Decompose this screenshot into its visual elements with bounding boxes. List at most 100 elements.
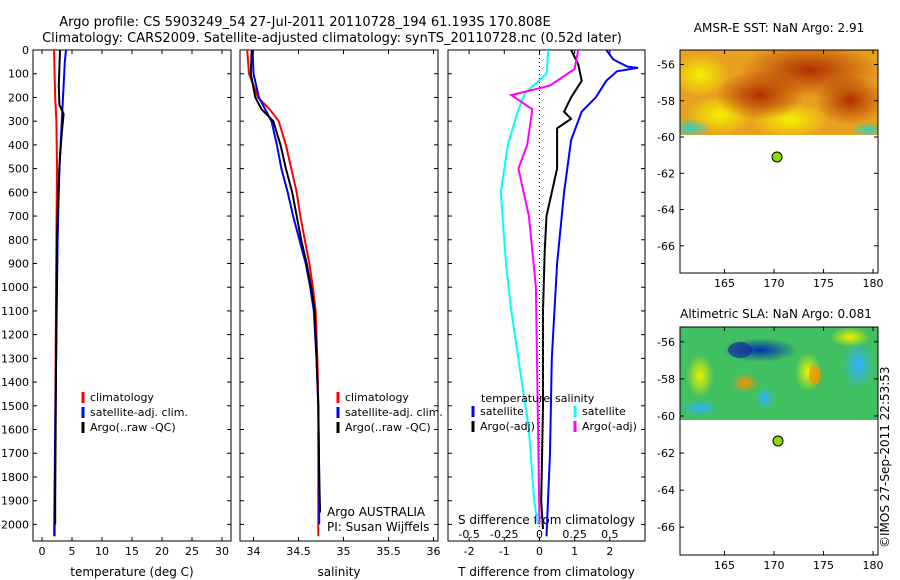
y-tick-label: 200: [8, 91, 29, 104]
legend-label: Argo(..raw -QC): [345, 421, 431, 434]
y-tick-label: 600: [8, 186, 29, 199]
x-axis-label: T difference from climatology: [457, 565, 635, 579]
sla-field: [680, 327, 878, 420]
map-y-tick-label: -56: [657, 59, 675, 72]
x2-tick-label: -0.25: [490, 528, 518, 541]
map-x-tick-label: 180: [863, 559, 884, 572]
legend-label: satellite-adj. clim.: [345, 406, 443, 419]
x-tick-label: 15: [125, 545, 139, 558]
map-y-tick-label: -66: [657, 240, 675, 253]
map-y-tick-label: -66: [657, 521, 675, 534]
y-tick-label: 700: [8, 210, 29, 223]
series-line-salinity-satellite: [499, 49, 550, 525]
x-tick-label: 35.5: [376, 545, 401, 558]
series-line-climatology: [246, 49, 320, 537]
x-axis-label: temperature (deg C): [70, 565, 193, 579]
x-tick-label: 25: [185, 545, 199, 558]
x-tick-label: 34.5: [286, 545, 311, 558]
series-line-argo-raw-qc-: [249, 49, 322, 513]
map-y-tick-label: -64: [657, 204, 675, 217]
x-tick-label: 2: [606, 545, 613, 558]
map-x-tick-label: 165: [714, 277, 735, 290]
series-line-argo-raw-qc-: [54, 49, 65, 525]
sla-map: Altimetric SLA: NaN Argo: 0.081 165 170 17…: [657, 307, 884, 572]
sst-map-title: AMSR-E SST: NaN Argo: 2.91: [694, 21, 864, 35]
x2-tick-label: 0.25: [562, 528, 587, 541]
y-tick-label: 900: [8, 257, 29, 270]
panel-annotation: PI: Susan Wijffels: [327, 520, 429, 534]
map-y-tick-label: -62: [657, 447, 675, 460]
x2-tick-label: 0.5: [601, 528, 619, 541]
legend-label: Argo(..raw -QC): [90, 421, 176, 434]
y-tick-label: 2000: [1, 518, 29, 531]
legend-heading: temperature: [481, 392, 550, 405]
legend-heading: salinity: [555, 392, 595, 405]
sst-field: [680, 50, 878, 135]
panel-annotation: Argo AUSTRALIA: [327, 505, 426, 519]
map-x-tick-label: 165: [714, 559, 735, 572]
sst-argo-marker: [771, 151, 783, 163]
map-y-tick-label: -56: [657, 336, 675, 349]
x-tick-label: 10: [95, 545, 109, 558]
x-tick-label: -2: [464, 545, 475, 558]
map-y-tick-label: -60: [657, 131, 675, 144]
y-tick-label: 1000: [1, 281, 29, 294]
series-line-temperature-argo-adj-: [540, 49, 583, 530]
map-x-tick-label: 180: [863, 277, 884, 290]
y-tick-label: 1500: [1, 400, 29, 413]
y-tick-label: 500: [8, 163, 29, 176]
sla-map-axes: 165 170 175 180 -56 -58 -60 -62 -64 -66: [657, 327, 884, 572]
map-x-tick-label: 175: [813, 559, 834, 572]
y-tick-label: 1200: [1, 329, 29, 342]
x-tick-label: 0: [536, 545, 543, 558]
sla-argo-marker: [772, 435, 784, 447]
y-tick-label: 1700: [1, 447, 29, 460]
figure-subtitle: Climatology: CARS2009. Satellite-adjuste…: [42, 31, 622, 46]
x-tick-label: 20: [155, 545, 169, 558]
x-tick-label: 0: [39, 545, 46, 558]
legend-label: Argo(-adj): [480, 420, 535, 433]
map-y-tick-label: -58: [657, 95, 675, 108]
panel-temperature: 0 5 10 15 20 25 30 temperature (deg C) 0 100 200 30…: [1, 44, 232, 579]
map-x-tick-label: 175: [813, 277, 834, 290]
legend-label: satellite-adj. clim.: [90, 406, 188, 419]
y-tick-label: 300: [8, 115, 29, 128]
y-tick-label: 1900: [1, 495, 29, 508]
map-x-tick-label: 170: [764, 559, 785, 572]
series-line-salinity-argo-adj-: [508, 49, 580, 525]
legend-label: climatology: [90, 391, 154, 404]
y-tick-label: 100: [8, 68, 29, 81]
series-line-satellite-adj-clim-: [251, 49, 321, 525]
y-tick-label: 1100: [1, 305, 29, 318]
sla-map-frame: [679, 326, 879, 556]
x-tick-label: 34: [247, 545, 261, 558]
x-axis-label: salinity: [317, 565, 360, 579]
y-tick-label: 800: [8, 234, 29, 247]
map-y-tick-label: -60: [657, 410, 675, 423]
series-line-temperature-satellite: [545, 49, 639, 537]
x-tick-label: 36: [427, 545, 441, 558]
x-tick-label: -1: [499, 545, 510, 558]
legend-label: satellite: [480, 405, 524, 418]
panel-salinity: 34 34.5 35 35.5 36 salinity climatology satelli…: [239, 49, 443, 579]
y-tick-label: 400: [8, 139, 29, 152]
sst-map: AMSR-E SST: NaN Argo: 2.91 165 170 175 180 -…: [657, 21, 884, 290]
imos-timestamp: ©IMOS 27-Sep-2011 22:53:53: [878, 366, 892, 548]
y-tick-label: 1800: [1, 471, 29, 484]
legend-label: satellite: [582, 405, 626, 418]
y-tick-label: 1400: [1, 376, 29, 389]
y-tick-label: 0: [22, 44, 29, 57]
y-tick-label: 1300: [1, 352, 29, 365]
legend-label: climatology: [345, 391, 409, 404]
x-tick-label: 35: [337, 545, 351, 558]
panel-frame: [239, 49, 439, 542]
map-y-tick-label: -64: [657, 484, 675, 497]
map-y-tick-label: -58: [657, 373, 675, 386]
panel-difference: -2 -1 0 1 2 T difference from climatology -0.5…: [447, 49, 646, 579]
figure-title: Argo profile: CS 5903249_54 27-Jul-2011 …: [59, 15, 550, 30]
legend-label: Argo(-adj): [582, 420, 637, 433]
sst-map-axes: 165 170 175 180 -56 -58 -60 -62 -64 -66: [657, 50, 884, 290]
map-x-tick-label: 170: [764, 277, 785, 290]
